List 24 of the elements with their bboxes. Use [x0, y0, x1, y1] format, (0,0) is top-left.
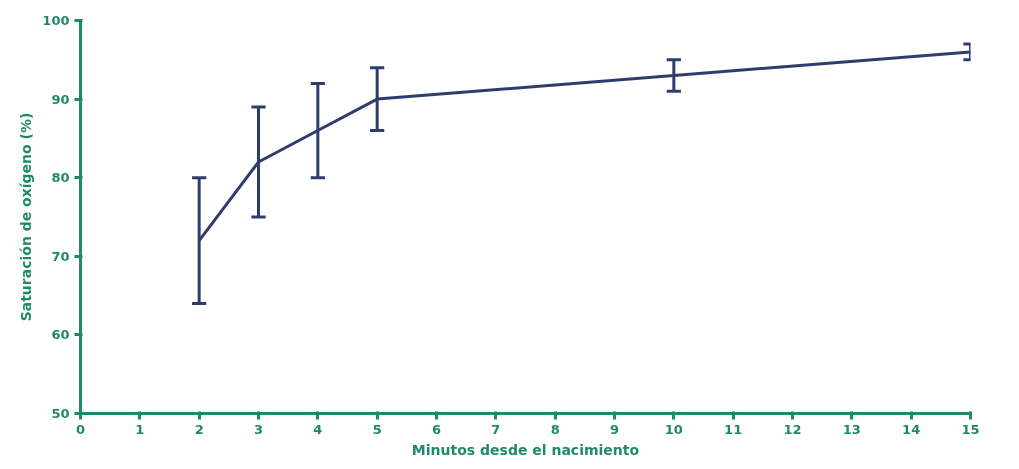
x-tick-label: 5: [372, 421, 382, 437]
y-axis-title: Saturación de oxígeno (%): [18, 112, 35, 322]
x-axis-title: Minutos desde el nacimiento: [411, 441, 640, 458]
x-tick-label: 10: [664, 421, 683, 437]
x-tick-label: 8: [550, 421, 560, 437]
y-tick-label: 90: [51, 91, 70, 107]
x-tick-label: 9: [609, 421, 620, 437]
x-tick-label: 2: [194, 421, 204, 437]
x-tick-label: 3: [253, 421, 264, 437]
x-tick-label: 14: [902, 421, 921, 437]
x-tick-label: 11: [724, 421, 743, 437]
y-tick-label: 80: [51, 170, 70, 186]
x-tick-label: 13: [842, 421, 861, 437]
x-tick-label: 15: [961, 421, 980, 437]
y-tick-label: 60: [51, 327, 70, 343]
x-tick-label: 1: [135, 421, 145, 437]
x-tick-label: 0: [75, 421, 86, 437]
x-tick-label: 7: [491, 421, 501, 437]
x-tick-label: 4: [313, 421, 323, 437]
y-tick-label: 100: [42, 13, 70, 28]
x-tick-label: 12: [783, 421, 802, 437]
y-tick-label: 70: [51, 248, 70, 264]
x-tick-label: 6: [431, 421, 442, 437]
y-tick-label: 50: [51, 406, 70, 421]
